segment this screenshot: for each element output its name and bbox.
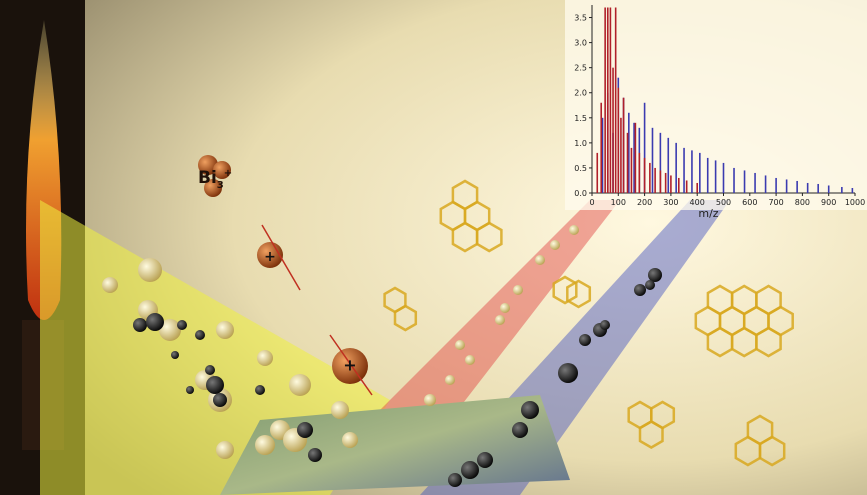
sphere — [579, 334, 591, 346]
y-tick-label: 3.0 — [574, 39, 587, 48]
sphere — [512, 422, 528, 438]
sphere — [455, 340, 465, 350]
x-tick-label: 0 — [589, 198, 594, 207]
sphere — [461, 461, 479, 479]
sphere — [216, 321, 234, 339]
sphere — [146, 313, 164, 331]
sphere — [177, 320, 187, 330]
y-tick-label: 2.0 — [574, 89, 587, 98]
sphere — [289, 374, 311, 396]
sphere — [255, 435, 275, 455]
ion-symbol: Bi — [198, 168, 217, 188]
sphere — [133, 318, 147, 332]
y-tick-label: 3.5 — [574, 14, 587, 23]
sphere — [445, 375, 455, 385]
sphere — [342, 432, 358, 448]
sphere — [535, 255, 545, 265]
sphere — [297, 422, 313, 438]
x-tick-label: 500 — [716, 198, 731, 207]
sphere — [500, 303, 510, 313]
sphere — [171, 351, 179, 359]
sphere — [424, 394, 436, 406]
sphere — [186, 386, 194, 394]
sphere — [331, 401, 349, 419]
sphere — [205, 365, 215, 375]
sphere — [448, 473, 462, 487]
y-tick-label: 2.5 — [574, 64, 587, 73]
x-tick-label: 800 — [795, 198, 810, 207]
x-axis-label: m/z — [698, 207, 718, 220]
sphere — [648, 268, 662, 282]
sphere — [558, 363, 578, 383]
sphere — [569, 225, 579, 235]
ion-charge-label: + — [343, 356, 356, 375]
sphere — [465, 355, 475, 365]
x-tick-label: 300 — [663, 198, 678, 207]
illustration: 0.0 0.5 1.0 1.5 2.0 2.5 3.0 3.5 0 100 200 300 400 500… — [0, 0, 867, 495]
sphere — [213, 393, 227, 407]
sphere — [645, 280, 655, 290]
x-tick-label: 900 — [821, 198, 836, 207]
sphere — [195, 330, 205, 340]
sphere — [255, 385, 265, 395]
ion-charge: + — [224, 168, 232, 179]
sphere — [495, 315, 505, 325]
ion-charge-label: + — [264, 249, 276, 265]
y-tick-label: 0.5 — [574, 164, 587, 173]
sphere — [206, 376, 224, 394]
y-tick-label: 0.0 — [574, 189, 587, 198]
sphere — [308, 448, 322, 462]
x-tick-label: 700 — [768, 198, 783, 207]
x-tick-label: 200 — [637, 198, 652, 207]
x-tick-label: 100 — [611, 198, 626, 207]
x-tick-label: 600 — [742, 198, 757, 207]
sphere — [521, 401, 539, 419]
sphere — [257, 350, 273, 366]
x-tick-label: 400 — [690, 198, 705, 207]
y-tick-label: 1.5 — [574, 114, 587, 123]
x-tick-label: 1000 — [845, 198, 865, 207]
sphere — [102, 277, 118, 293]
sphere — [513, 285, 523, 295]
ion-subscript: 3 — [217, 180, 224, 191]
sphere — [634, 284, 646, 296]
sphere — [477, 452, 493, 468]
sphere — [550, 240, 560, 250]
sphere — [138, 258, 162, 282]
sphere — [600, 320, 610, 330]
sphere — [216, 441, 234, 459]
y-tick-label: 1.0 — [574, 139, 587, 148]
